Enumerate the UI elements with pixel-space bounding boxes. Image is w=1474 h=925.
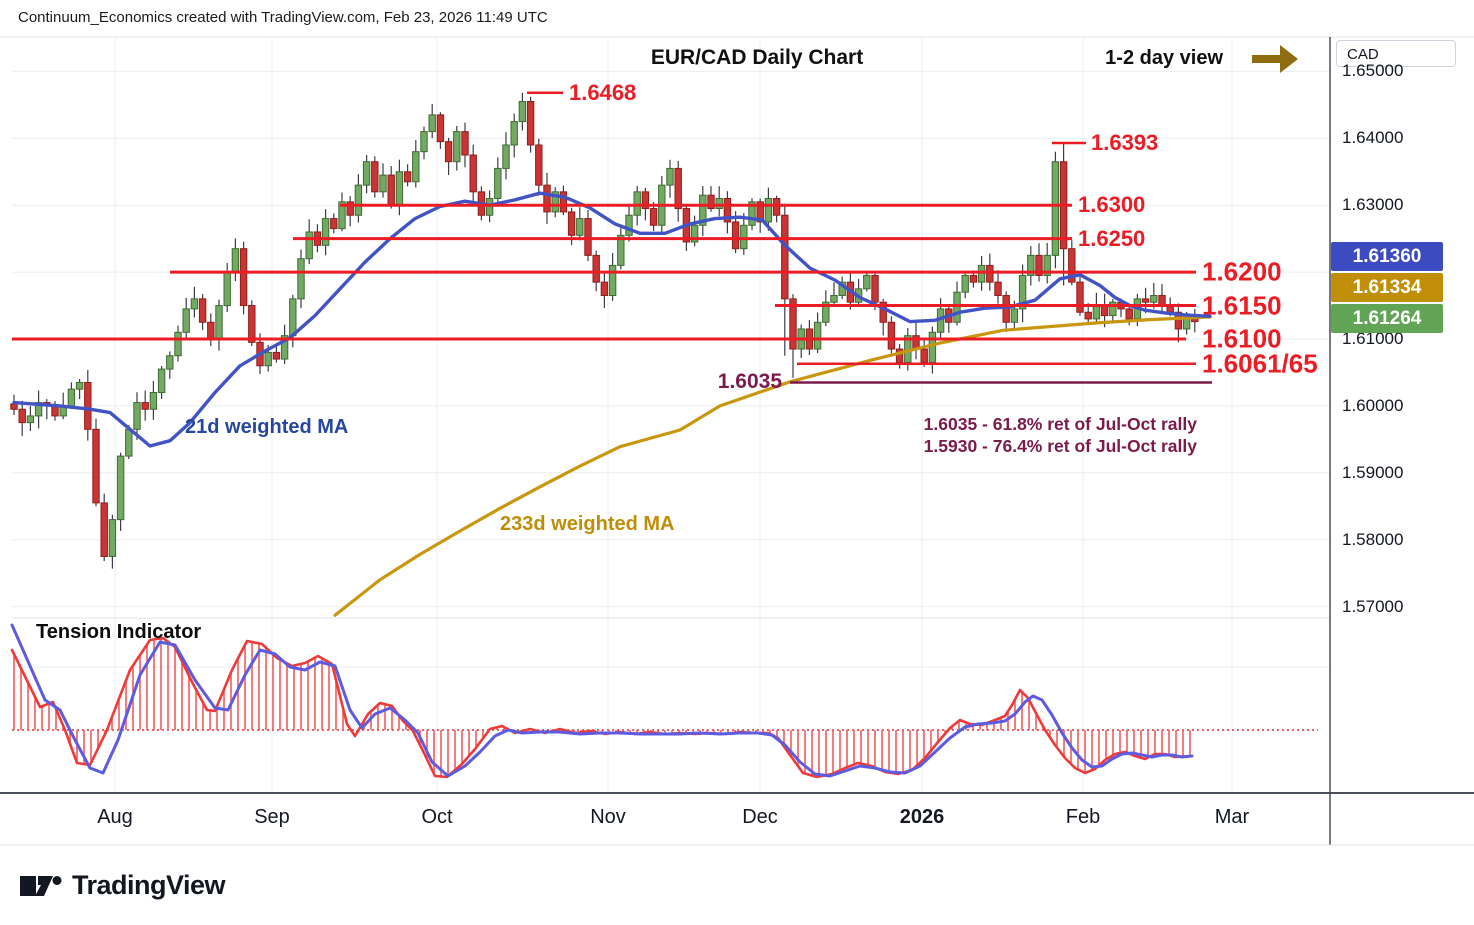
price-axis-label: 1.63000	[1342, 195, 1404, 215]
fib-retracement-notes: 1.6035 - 61.8% ret of Jul-Oct rally 1.59…	[924, 414, 1197, 457]
price-axis-label: 1.59000	[1342, 462, 1404, 482]
fib-note-618: 1.6035 - 61.8% ret of Jul-Oct rally	[923, 414, 1197, 434]
price-level-label: 1.6468	[569, 79, 637, 105]
currency-dropdown[interactable]: CAD	[1336, 40, 1456, 67]
tradingview-logo[interactable]: TradingView	[20, 870, 226, 901]
price-level-label: 1.6200	[1202, 256, 1282, 287]
price-axis-label: 1.61000	[1342, 329, 1404, 348]
time-axis-label: 2026	[899, 806, 945, 828]
tension-indicator-label: Tension Indicator	[36, 621, 202, 643]
price-axis-label: 1.58000	[1342, 529, 1404, 549]
chart-title: EUR/CAD Daily Chart	[650, 46, 864, 69]
price-badge: 1.61334	[1331, 273, 1443, 302]
chart-view-label: 1-2 day view	[1105, 47, 1223, 69]
arrow-right-icon	[1252, 45, 1298, 73]
price-axis-label: 1.65000	[1342, 61, 1404, 81]
price-axis-label: 1.60000	[1342, 395, 1404, 415]
time-axis-label: Dec	[742, 806, 778, 828]
price-level-label: 1.6100	[1202, 323, 1282, 354]
price-level-label: 1.6150	[1202, 290, 1282, 321]
time-axis-label: Oct	[421, 806, 453, 828]
time-axis-label: Aug	[97, 806, 133, 828]
price-level-label: 1.6035	[717, 370, 782, 394]
price-badge: 1.61360	[1331, 242, 1443, 271]
currency-dropdown-value: CAD	[1347, 46, 1379, 63]
price-level-label: 1.6061/65	[1202, 348, 1318, 379]
ma233-label: 233d weighted MA	[500, 513, 675, 535]
fib-note-764: 1.5930 - 76.4% ret of Jul-Oct rally	[923, 435, 1197, 456]
time-axis-label: Feb	[1065, 806, 1101, 828]
tradingview-logo-text: TradingView	[72, 870, 226, 900]
price-axis-label: 1.64000	[1342, 128, 1404, 148]
tradingview-logo-icon	[20, 875, 62, 896]
price-level-label: 1.6250	[1078, 225, 1146, 251]
price-level-label: 1.6300	[1078, 192, 1146, 218]
time-axis-label: Sep	[254, 806, 290, 828]
ma21-label: 21d weighted MA	[185, 416, 349, 438]
price-badge: 1.61264	[1331, 304, 1443, 333]
attribution-text: Continuum_Economics created with Trading…	[18, 9, 548, 26]
price-level-label: 1.6393	[1091, 129, 1159, 155]
time-axis-label: Nov	[590, 806, 626, 828]
time-axis-label: Mar	[1214, 806, 1250, 828]
price-axis-label: 1.57000	[1342, 596, 1404, 616]
